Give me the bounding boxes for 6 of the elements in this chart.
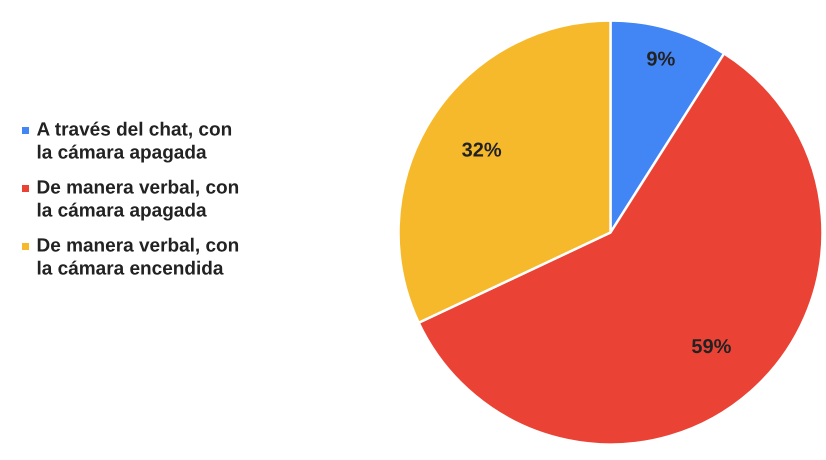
data-label: 9%: [646, 48, 676, 70]
data-label: 59%: [691, 336, 732, 358]
legend-label: De manera verbal, con la cámara apagada: [36, 178, 240, 222]
legend-label: A través del chat, con la cámara apagada: [36, 120, 232, 164]
legend-label: De manera verbal, con la cámara encendida: [36, 236, 240, 280]
data-label: 32%: [462, 140, 502, 162]
